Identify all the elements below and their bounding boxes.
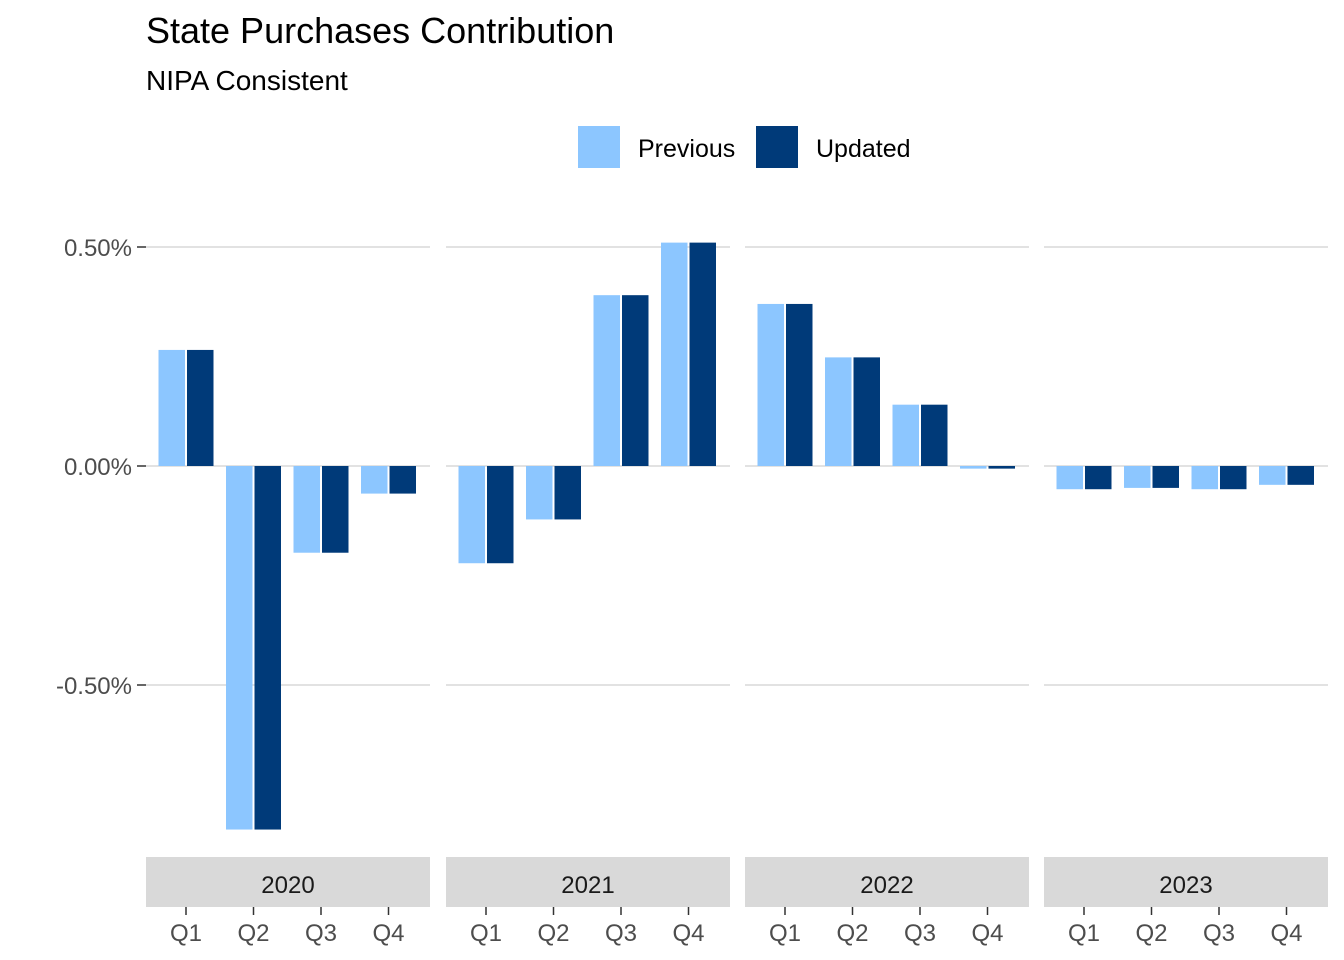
- bar-previous-2021-q3: [593, 295, 620, 466]
- bar-previous-2022-q4: [960, 466, 987, 469]
- x-tick-label: Q1: [769, 920, 801, 947]
- bar-previous-2022-q2: [825, 357, 852, 466]
- x-tick-label: Q2: [237, 920, 269, 947]
- bar-previous-2023-q3: [1191, 466, 1218, 490]
- bar-previous-2023-q4: [1259, 466, 1286, 485]
- bar-updated-2021-q3: [622, 295, 649, 466]
- legend: Previous Updated: [578, 126, 911, 168]
- legend-label-previous: Previous: [638, 135, 735, 163]
- facet-strip: [446, 857, 730, 907]
- bar-previous-2021-q1: [458, 466, 485, 564]
- facet-strip-label: 2020: [261, 872, 314, 899]
- facet-strip-label: 2022: [860, 872, 913, 899]
- y-tick-label: 0.50%: [64, 235, 132, 262]
- bar-updated-2023-q2: [1152, 466, 1179, 488]
- facet-strip-label: 2023: [1159, 872, 1212, 899]
- x-tick-label: Q3: [904, 920, 936, 947]
- bar-previous-2023-q2: [1124, 466, 1151, 488]
- legend-label-updated: Updated: [816, 135, 911, 163]
- x-tick-label: Q4: [1270, 920, 1302, 947]
- y-axis: 0.50% 0.00% -0.50%: [56, 235, 146, 700]
- bar-updated-2023-q1: [1085, 466, 1112, 490]
- x-tick-label: Q1: [1068, 920, 1100, 947]
- chart-subtitle: NIPA Consistent: [146, 65, 348, 96]
- bar-updated-2023-q4: [1287, 466, 1314, 485]
- bar-previous-2020-q1: [158, 349, 185, 466]
- x-tick-label: Q1: [470, 920, 502, 947]
- x-tick-label: Q4: [672, 920, 704, 947]
- bar-previous-2020-q2: [226, 466, 253, 830]
- bar-previous-2023-q1: [1056, 466, 1083, 490]
- bar-updated-2021-q2: [554, 466, 581, 520]
- facet-strip: [1044, 857, 1328, 907]
- legend-swatch-updated: [756, 126, 798, 168]
- x-tick-label: Q4: [971, 920, 1003, 947]
- bar-updated-2022-q2: [853, 357, 880, 466]
- bar-updated-2022-q3: [921, 404, 948, 466]
- bar-updated-2022-q4: [988, 466, 1015, 469]
- bar-previous-2022-q1: [757, 303, 784, 466]
- x-tick-label: Q2: [537, 920, 569, 947]
- bar-updated-2020-q4: [389, 466, 416, 494]
- bar-updated-2020-q3: [322, 466, 349, 553]
- y-tick-label: 0.00%: [64, 454, 132, 481]
- facet-panels: Q1 Q2 Q3 Q4 2020 Q1 Q2 Q3 Q4 2021 Q1 Q2 Q3 Q4 2022 Q1 Q2…: [146, 242, 1328, 947]
- y-tick-label: -0.50%: [56, 673, 132, 700]
- legend-swatch-previous: [578, 126, 620, 168]
- bar-previous-2021-q4: [661, 242, 688, 466]
- facet-panel-2023: Q1 Q2 Q3 Q4 2023: [1044, 246, 1328, 947]
- facet-panel-2022: Q1 Q2 Q3 Q4 2022: [745, 246, 1029, 947]
- bar-previous-2020-q3: [293, 466, 320, 553]
- facet-strip-label: 2021: [561, 872, 614, 899]
- x-tick-label: Q4: [372, 920, 404, 947]
- bar-previous-2021-q2: [526, 466, 553, 520]
- bar-updated-2021-q4: [689, 242, 716, 466]
- x-tick-label: Q2: [836, 920, 868, 947]
- x-tick-label: Q3: [605, 920, 637, 947]
- chart-title: State Purchases Contribution: [146, 10, 614, 51]
- bar-updated-2022-q1: [786, 303, 813, 466]
- x-tick-label: Q3: [305, 920, 337, 947]
- x-tick-label: Q1: [170, 920, 202, 947]
- bar-updated-2021-q1: [487, 466, 514, 564]
- bar-updated-2020-q1: [187, 349, 214, 466]
- bar-previous-2022-q3: [892, 404, 919, 466]
- bar-updated-2020-q2: [254, 466, 281, 830]
- x-tick-label: Q3: [1203, 920, 1235, 947]
- x-tick-label: Q2: [1135, 920, 1167, 947]
- facet-strip: [146, 857, 430, 907]
- facet-panel-2021: Q1 Q2 Q3 Q4 2021: [446, 242, 730, 947]
- facet-panel-2020: Q1 Q2 Q3 Q4 2020: [146, 246, 430, 947]
- bar-updated-2023-q3: [1220, 466, 1247, 490]
- bar-previous-2020-q4: [361, 466, 388, 494]
- facet-strip: [745, 857, 1029, 907]
